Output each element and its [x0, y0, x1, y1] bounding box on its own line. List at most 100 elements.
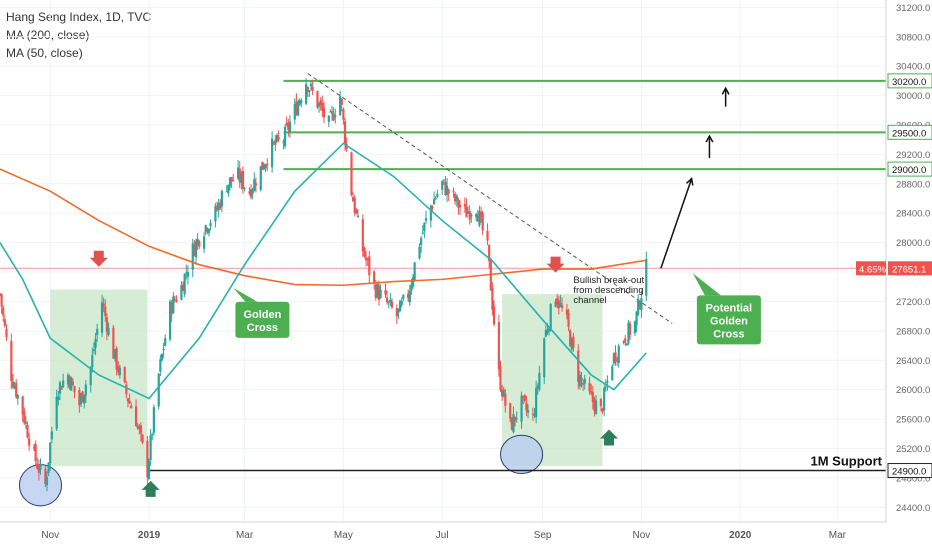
consolidation-zone: [50, 289, 148, 467]
candle-body: [501, 389, 504, 397]
candle-body: [373, 271, 376, 284]
candle-body: [599, 398, 603, 407]
candle-body: [594, 400, 598, 415]
candle-body: [625, 343, 628, 346]
candle-body: [481, 212, 484, 231]
candle-body: [47, 462, 50, 474]
candle-body: [544, 330, 547, 337]
candle-body: [151, 433, 154, 435]
candle-body: [130, 405, 133, 409]
candle-body: [24, 422, 28, 424]
level-badge-label: 29000.0: [892, 165, 926, 176]
candle-body: [254, 183, 258, 186]
candle-body: [390, 301, 394, 308]
candle-body: [159, 359, 162, 372]
candle-body: [355, 209, 358, 214]
candle-body: [309, 83, 313, 87]
candle-body: [198, 240, 201, 247]
candle-body: [601, 408, 604, 412]
candle-body: [215, 207, 219, 210]
candle-body: [136, 425, 139, 429]
candle-body: [202, 236, 206, 249]
projection-arrow-head: [705, 134, 714, 143]
candle-body: [92, 349, 96, 351]
candle-body: [16, 395, 19, 399]
candle-body: [327, 115, 330, 122]
candle-body: [58, 382, 62, 394]
candle-body: [339, 96, 342, 116]
candle-body: [149, 435, 152, 461]
candle-body: [352, 197, 355, 202]
candle-body: [520, 395, 523, 422]
candle-body: [300, 100, 303, 104]
candle-body: [577, 350, 580, 382]
y-tick-label: 30400.0: [896, 62, 930, 73]
candle-body: [5, 328, 8, 338]
y-tick-label: 25600.0: [896, 415, 930, 426]
candle-body: [638, 301, 641, 309]
candle-body: [112, 327, 115, 359]
x-tick-label: Mar: [829, 530, 847, 541]
candle-body: [536, 386, 539, 388]
candle-body: [253, 179, 256, 191]
candle-body: [431, 206, 434, 208]
candle-body: [350, 152, 353, 196]
candle-body: [277, 136, 280, 140]
candle-body: [560, 305, 564, 309]
candle-body: [353, 197, 356, 214]
candle-body: [308, 90, 311, 93]
level-badge: [887, 124, 932, 140]
candle-body: [408, 290, 411, 303]
callout-text: Golden: [243, 309, 281, 321]
candle-body: [183, 273, 186, 295]
level-badge: [887, 161, 932, 177]
candle-body: [96, 328, 99, 335]
candle-body: [624, 338, 627, 343]
candle-body: [434, 197, 437, 199]
candle-body: [62, 380, 65, 387]
signal-arrow-down: [89, 250, 108, 267]
level-badge-label: 30200.0: [892, 77, 926, 88]
candle-body: [11, 381, 15, 388]
candle-body: [248, 191, 251, 194]
candle-body: [491, 288, 494, 310]
candle-body: [261, 161, 264, 170]
candle-body: [604, 386, 607, 388]
candle-body: [141, 434, 144, 443]
level-badge: [887, 463, 932, 479]
candle-body: [635, 311, 638, 326]
candle-body: [397, 308, 400, 313]
candle-body: [249, 189, 253, 198]
candle-body: [526, 410, 530, 413]
x-tick-label: Mar: [236, 530, 254, 541]
candle-body: [457, 199, 460, 208]
candle-body: [467, 211, 470, 214]
candle-body: [139, 425, 143, 434]
x-tick-label: Nov: [41, 530, 59, 541]
candle-body: [68, 376, 71, 388]
candle-body: [565, 309, 569, 315]
candle-body: [2, 307, 5, 316]
candle-body: [410, 284, 413, 291]
candle-body: [172, 296, 175, 314]
candle-body: [582, 383, 585, 385]
candle-body: [588, 382, 591, 392]
projection-arrow-shaft: [660, 178, 693, 269]
candle-body: [152, 407, 155, 433]
candle-body: [168, 301, 172, 340]
y-tick-label: 24400.0: [896, 503, 930, 514]
candle-body: [34, 444, 37, 462]
candle-body: [479, 212, 483, 216]
candle-body: [321, 102, 324, 111]
candle-body: [423, 222, 426, 232]
candle-body: [173, 299, 177, 301]
candle-body: [81, 391, 84, 402]
candle-body: [28, 438, 31, 446]
candle-body: [207, 229, 211, 234]
candle-body: [343, 121, 347, 144]
candle-body: [342, 109, 345, 120]
candle-body: [497, 322, 500, 370]
candle-body: [538, 372, 541, 390]
candle-body: [363, 247, 366, 257]
